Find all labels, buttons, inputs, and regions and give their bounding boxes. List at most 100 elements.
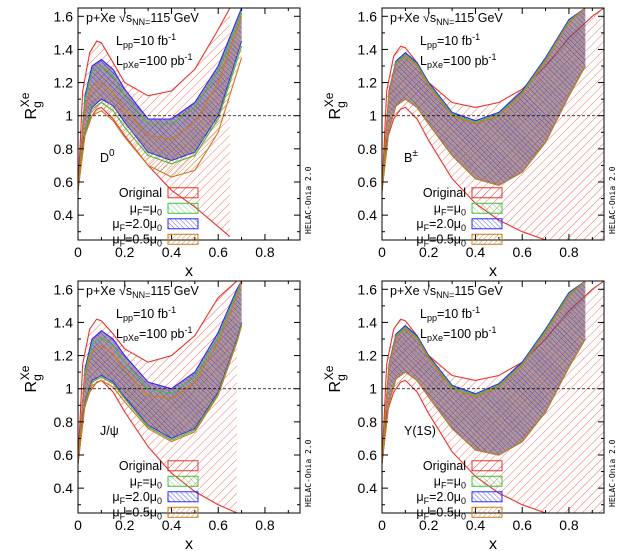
lumi-pxe-label: LpXe=100 pb-1 xyxy=(420,52,497,70)
collision-system-label: p+Xe √sNN=115 GeV xyxy=(390,284,503,300)
legend-label: μF=2.0μ0 xyxy=(112,217,162,233)
x-tick-label: 0.4 xyxy=(466,244,486,260)
particle-label: Υ(1S) xyxy=(404,424,436,438)
chart-panel-3: 0 0.2 0.4 0.6 0.8 0.4 0.6 0.8 1 1.2 1.4 1.6 x RgXe p+X… xyxy=(18,280,313,551)
legend-swatch xyxy=(167,187,199,199)
band-mu05 xyxy=(382,281,586,464)
y-tick-label: 0.4 xyxy=(358,207,378,223)
x-tick-label: 0.4 xyxy=(162,244,182,260)
legend-entry: μF=μ0 xyxy=(130,474,199,490)
x-tick-label: 0.6 xyxy=(208,517,228,533)
lumi-pxe-label: LpXe=100 pb-1 xyxy=(116,325,193,343)
y-tick-label: 0.8 xyxy=(358,141,378,157)
band-upper-edge-mu1 xyxy=(382,8,586,191)
legend-label: μF=0.5μ0 xyxy=(112,505,162,521)
x-tick-label: 0.8 xyxy=(559,244,579,260)
band-upper-edge-mu2 xyxy=(78,8,243,191)
y-axis-title: RgXe xyxy=(18,365,44,392)
y-tick-label: 1.6 xyxy=(54,8,74,24)
y-tick-label: 0.6 xyxy=(54,174,74,190)
chart-panel-2: 0 0.2 0.4 0.6 0.8 0.4 0.6 0.8 1 1.2 1.4 1.6 x RgXe p+X… xyxy=(322,7,617,280)
y-tick-label: 0.4 xyxy=(54,480,74,496)
x-axis-title: x xyxy=(185,263,193,280)
watermark-label: HELAC-Onia 2.0 xyxy=(304,166,313,234)
lumi-pp-label: Lpp=10 fb-1 xyxy=(116,305,176,323)
legend-label: μF=0.5μ0 xyxy=(416,232,466,248)
lumi-pp-label: Lpp=10 fb-1 xyxy=(420,32,480,50)
y-tick-label: 1 xyxy=(369,108,377,124)
legend-entry: μF=μ0 xyxy=(434,201,503,217)
legend-entry: μF=2.0μ0 xyxy=(112,490,199,506)
plot-area xyxy=(78,281,243,513)
legend-entry: μF=2.0μ0 xyxy=(112,217,199,233)
plot-area xyxy=(382,281,604,513)
band-lower-edge-original xyxy=(382,106,604,240)
y-tick-label: 0.6 xyxy=(54,447,74,463)
x-tick-label: 0.4 xyxy=(466,517,486,533)
legend-swatch xyxy=(167,475,199,487)
legend-swatch xyxy=(167,233,199,245)
y-tick-label: 1.2 xyxy=(54,348,74,364)
y-tick-label: 0.8 xyxy=(54,141,74,157)
legend-label: μF=μ0 xyxy=(434,201,466,217)
legend-label: Original xyxy=(423,459,466,473)
legend-entry: μF=2.0μ0 xyxy=(416,217,503,233)
x-tick-label: 0 xyxy=(378,517,386,533)
band-upper-edge-mu2 xyxy=(382,8,586,191)
y-tick-label: 1.2 xyxy=(358,75,378,91)
y-tick-label: 0.8 xyxy=(358,414,378,430)
band-lower-edge-mu05 xyxy=(78,57,243,191)
band-lower-edge-mu05 xyxy=(382,338,586,464)
y-tick-label: 1.4 xyxy=(54,314,74,330)
y-tick-label: 1.6 xyxy=(358,281,378,297)
x-tick-label: 0 xyxy=(74,517,82,533)
y-tick-label: 1 xyxy=(65,108,73,124)
y-tick-label: 1.2 xyxy=(54,75,74,91)
legend-label: Original xyxy=(119,186,162,200)
band-upper-edge-mu1 xyxy=(78,12,243,191)
band-upper-edge-original xyxy=(78,8,231,191)
legend-swatch xyxy=(471,460,503,472)
x-tick-label: 0.2 xyxy=(419,244,439,260)
legend-label: μF=2.0μ0 xyxy=(112,490,162,506)
y-tick-label: 1.2 xyxy=(358,348,378,364)
x-tick-label: 0.8 xyxy=(559,517,579,533)
particle-label: B± xyxy=(404,148,418,165)
band-upper-edge-mu1 xyxy=(382,281,586,464)
y-tick-label: 0.6 xyxy=(358,447,378,463)
y-tick-label: 1 xyxy=(65,381,73,397)
band-mu05 xyxy=(78,281,242,464)
watermark-label: HELAC-Onia 2.0 xyxy=(304,439,313,507)
y-tick-label: 1.6 xyxy=(54,281,74,297)
legend-swatch xyxy=(471,202,503,214)
legend-entry: μF=0.5μ0 xyxy=(416,505,503,521)
legend-entry: Original xyxy=(423,459,503,473)
x-tick-label: 0.8 xyxy=(255,244,275,260)
legend-label: μF=μ0 xyxy=(130,474,162,490)
y-tick-label: 1.4 xyxy=(358,41,378,57)
y-axis-title: RgXe xyxy=(322,92,348,119)
watermark-label: HELAC-Onia 2.0 xyxy=(608,166,617,234)
band-lower-edge-original xyxy=(382,379,604,513)
legend-label: μF=2.0μ0 xyxy=(416,490,466,506)
legend-swatch xyxy=(471,233,503,245)
legend-swatch xyxy=(471,506,503,518)
watermark-label: HELAC-Onia 2.0 xyxy=(608,439,617,507)
y-axis-title: RgXe xyxy=(322,365,348,392)
x-axis-title: x xyxy=(185,536,193,551)
legend-swatch xyxy=(167,202,199,214)
collision-system-label: p+Xe √sNN=115 GeV xyxy=(86,284,199,300)
x-tick-label: 0.6 xyxy=(512,517,532,533)
legend-entry: μF=μ0 xyxy=(434,474,503,490)
collision-system-label: p+Xe √sNN=115 GeV xyxy=(86,11,199,27)
legend-swatch xyxy=(167,491,199,503)
legend-label: Original xyxy=(119,459,162,473)
legend-swatch xyxy=(471,218,503,230)
plot-area xyxy=(78,8,243,238)
chart-panel-1: 0 0.2 0.4 0.6 0.8 0.4 0.6 0.8 1 1.2 1.4 1.6 x RgXe p+X… xyxy=(18,7,313,280)
band-upper-edge-mu05 xyxy=(78,281,243,464)
y-tick-label: 1.4 xyxy=(54,41,74,57)
particle-label: D0 xyxy=(100,148,115,165)
